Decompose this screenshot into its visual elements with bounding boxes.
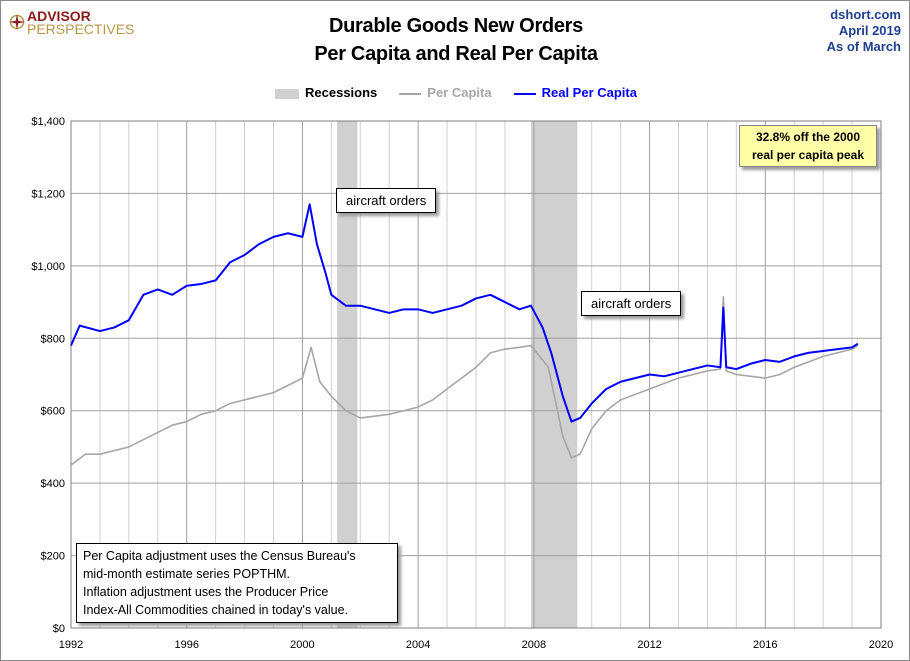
date: April 2019 xyxy=(838,23,901,38)
chart-subtitle: Per Capita and Real Per Capita xyxy=(314,43,598,65)
y-tick-label: $800 xyxy=(41,333,65,345)
compass-icon xyxy=(9,14,25,30)
x-tick-label: 2020 xyxy=(869,639,893,651)
y-tick-label: $400 xyxy=(41,478,65,490)
recession-band xyxy=(337,121,358,628)
recession-band xyxy=(530,121,578,628)
note-line: mid-month estimate series POPTHM. xyxy=(83,567,290,581)
y-tick-label: $1,200 xyxy=(31,188,65,200)
chart-title: Durable Goods New Orders xyxy=(329,15,583,37)
advisor-perspectives-logo: ADVISOR PERSPECTIVES xyxy=(9,8,135,37)
annotation-aircraft-2014: aircraft orders xyxy=(581,291,682,316)
logo-line2: PERSPECTIVES xyxy=(27,21,135,37)
x-tick-label: 2008 xyxy=(522,639,546,651)
x-tick-label: 2000 xyxy=(290,639,314,651)
legend-per-capita: Per Capita xyxy=(399,85,492,100)
y-tick-label: $0 xyxy=(53,623,65,635)
source: dshort.com xyxy=(830,7,901,22)
y-tick-label: $1,400 xyxy=(31,116,65,128)
note-line: Index-All Commodities chained in today's… xyxy=(83,603,349,617)
x-tick-label: 2016 xyxy=(753,639,777,651)
logo-line1: ADVISOR xyxy=(27,8,91,24)
x-tick-label: 1996 xyxy=(174,639,198,651)
x-tick-label: 2012 xyxy=(637,639,661,651)
y-tick-label: $1,000 xyxy=(31,261,65,273)
legend-recessions: Recessions xyxy=(275,85,377,100)
note-line: Inflation adjustment uses the Producer P… xyxy=(83,585,329,599)
y-tick-label: $200 xyxy=(41,551,65,563)
peak-callout: 32.8% off the 2000 real per capita peak xyxy=(739,125,877,167)
x-tick-label: 1992 xyxy=(59,639,83,651)
note-line: Per Capita adjustment uses the Census Bu… xyxy=(83,549,356,563)
x-tick-label: 2004 xyxy=(406,639,430,651)
methodology-note: Per Capita adjustment uses the Census Bu… xyxy=(76,543,398,623)
peak-line2: real per capita peak xyxy=(751,148,865,162)
source-block: dshort.com April 2019 As of March xyxy=(827,7,901,55)
annotation-aircraft-2000: aircraft orders xyxy=(336,188,437,213)
as-of: As of March xyxy=(826,39,901,54)
legend-real-per-capita: Real Per Capita xyxy=(513,85,637,100)
peak-line1: 32.8% off the 2000 xyxy=(755,130,861,144)
per-capita-line xyxy=(70,295,859,466)
plot-border xyxy=(70,120,882,629)
real-per-capita-line xyxy=(70,203,859,423)
y-tick-label: $600 xyxy=(41,406,65,418)
legend: Recessions Per Capita Real Per Capita xyxy=(1,85,909,100)
